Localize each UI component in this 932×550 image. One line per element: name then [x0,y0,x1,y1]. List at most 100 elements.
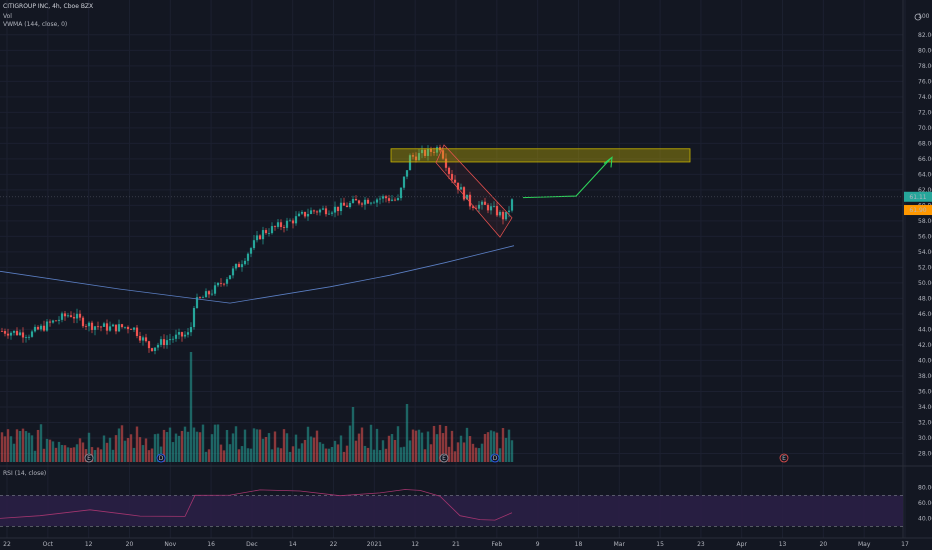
candle-body [501,211,505,220]
volume-bar [54,447,58,462]
candle-body [234,263,238,269]
volume-bar [297,448,301,462]
x-axis-tick-label: Dec [246,541,258,548]
candle-body [99,326,103,328]
candle-body [483,201,487,205]
candle-body [381,196,385,199]
volume-bar [144,438,148,462]
volume-bar [435,434,439,462]
candle-body [393,199,397,201]
volume-bar [270,449,274,462]
y-axis-tick-label: 76.00 [918,78,932,85]
volume-bar [375,428,379,462]
x-axis-tick-label: 12 [85,541,93,548]
volume-bar [249,448,253,462]
candle-body [237,263,241,268]
rsi-axis-tick-label: 60.00 [918,500,932,507]
candle-body [453,179,457,183]
volume-bar [120,425,124,462]
volume-bar [108,437,112,462]
volume-bar [480,443,484,462]
candle-body [306,213,310,217]
candle-body [213,285,217,294]
candle-body [111,324,115,327]
candle-body [450,173,454,180]
volume-bar [390,434,394,462]
candle-body [156,344,160,348]
candle-body [480,201,484,205]
rsi-band [0,495,903,527]
volume-bar [492,431,496,462]
volume-bar [210,434,214,462]
candle-body [189,327,193,333]
volume-bar [171,442,175,462]
candle-body [228,275,232,280]
volume-bar [201,424,205,462]
candle-body [447,167,451,174]
x-axis-tick-label: 15 [656,541,664,548]
volume-bar [75,444,79,462]
candle-body [78,313,82,318]
settings-icon [914,13,922,21]
volume-bar [324,448,328,462]
candle-body [132,327,136,330]
candle-body [201,297,205,299]
volume-bar [336,444,340,462]
candle-body [354,198,358,201]
candle-body [423,149,427,156]
x-axis-tick-label: 22 [330,541,338,548]
volume-bar [219,444,223,462]
y-axis-tick-label: 28.00 [918,450,932,457]
candle-body [375,199,379,203]
candle-body [207,291,211,295]
y-axis-tick-label: 58.00 [918,218,932,225]
y-axis-tick-label: 46.00 [918,311,932,318]
volume-bar [426,431,430,462]
volume-bar [117,428,121,462]
candle-body [6,333,10,336]
y-axis-tick-label: 70.00 [918,125,932,132]
volume-bar [411,429,415,462]
volume-bar [384,448,388,462]
event-marker-label: D [159,455,164,462]
volume-bar [285,433,289,462]
volume-bar [141,445,145,462]
candle-body [507,210,511,212]
candle-body [165,340,169,346]
current-price-label: 61.11 [909,194,926,201]
volume-bar [327,448,331,462]
volume-bar [300,443,304,462]
candle-body [48,321,52,323]
rsi-line [0,489,513,521]
volume-bar [267,433,271,462]
candle-body [300,211,304,214]
candle-body [195,297,199,309]
volume-bar [489,430,493,462]
x-axis-tick-label: 22 [3,541,11,548]
volume-bar [45,438,49,462]
candle-body [75,313,79,319]
candle-body [459,187,463,190]
y-axis-tick-label: 72.00 [918,109,932,116]
candle-body [297,213,301,217]
volume-bar [150,448,154,462]
candle-body [114,324,118,332]
candle-body [402,176,406,188]
alert-price-label: 61.90 [909,207,926,214]
y-axis-tick-label: 48.00 [918,295,932,302]
event-marker [779,453,789,463]
y-axis-tick-label: 30.00 [918,435,932,442]
candle-body [486,204,490,211]
volume-bar [378,450,382,462]
candle-body [87,322,91,327]
candle-body [162,339,166,346]
candle-body [138,335,142,341]
x-axis-tick-label: 20 [820,541,828,548]
candle-body [243,260,247,265]
candle-body [12,330,16,333]
volume-bar [153,434,157,462]
x-axis-tick-label: 20 [126,541,134,548]
candle-body [54,320,58,322]
